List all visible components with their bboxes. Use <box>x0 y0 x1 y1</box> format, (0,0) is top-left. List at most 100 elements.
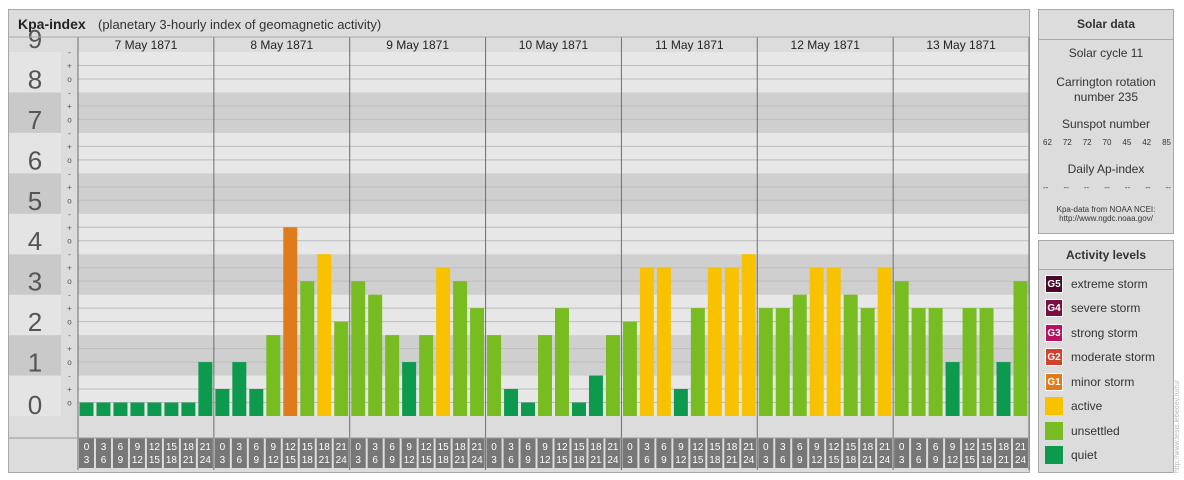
kp-bar <box>741 254 756 416</box>
y-tick-label: 0 <box>28 390 42 420</box>
level-row-g1: G1 minor storm <box>1045 372 1134 392</box>
day-label: 8 May 1871 <box>250 38 313 52</box>
hour-label: 3 <box>780 442 786 453</box>
hour-cell <box>435 438 451 468</box>
y-subtick-label: o <box>67 115 72 124</box>
y-subtick-label: - <box>68 291 71 300</box>
kp-bar <box>317 254 332 416</box>
y-subtick-label: o <box>67 399 72 408</box>
chart-title-bar: Kpa-index (planetary 3-hourly index of g… <box>9 10 1029 38</box>
hour-cell <box>146 438 162 468</box>
kp-bar <box>945 362 960 416</box>
kp-bar <box>351 281 366 416</box>
hour-cell <box>486 438 502 468</box>
hour-label: 3 <box>237 442 243 453</box>
hour-cell <box>945 438 961 468</box>
hour-label: 6 <box>916 455 922 466</box>
hour-cell <box>792 438 808 468</box>
hour-cell <box>741 438 757 468</box>
hour-label: 6 <box>661 442 667 453</box>
hour-label: 0 <box>355 442 361 453</box>
hour-cell <box>571 438 587 468</box>
hour-label: 12 <box>828 442 840 453</box>
hour-label: 12 <box>132 455 144 466</box>
ap-value: -- <box>1083 183 1090 192</box>
hour-cell <box>129 438 145 468</box>
plot-band <box>78 132 1029 174</box>
kp-bar <box>300 281 315 416</box>
kp-bar <box>809 267 824 416</box>
hour-label: 3 <box>372 442 378 453</box>
hour-label: 21 <box>743 442 755 453</box>
hour-label: 15 <box>981 442 993 453</box>
hour-label: 6 <box>508 455 514 466</box>
kp-bar <box>758 308 773 416</box>
plot-band <box>78 52 1029 93</box>
solar-cycle: Solar cycle 11 <box>1068 46 1144 60</box>
hour-label: 18 <box>590 442 602 453</box>
kp-bar <box>911 308 926 416</box>
y-subtick-label: - <box>68 129 71 138</box>
hour-label: 18 <box>981 455 993 466</box>
level-label: extreme storm <box>1071 277 1148 291</box>
hour-label: 18 <box>302 455 314 466</box>
hour-label: 15 <box>964 455 976 466</box>
hour-label: 6 <box>237 455 243 466</box>
level-swatch: G3 <box>1045 324 1063 342</box>
y-subtick-label: + <box>67 223 72 232</box>
day-label: 13 May 1871 <box>926 38 996 52</box>
level-row-g3: G3 strong storm <box>1045 323 1138 343</box>
level-label: strong storm <box>1071 326 1138 340</box>
kp-bar <box>622 321 637 416</box>
level-swatch: G4 <box>1045 299 1063 317</box>
hour-label: 3 <box>899 455 905 466</box>
hour-label: 3 <box>627 455 633 466</box>
hour-cell <box>316 438 332 468</box>
kp-bar <box>571 402 586 416</box>
kp-bar <box>962 308 977 416</box>
ap-value: -- <box>1124 183 1131 192</box>
hour-label: 9 <box>950 442 956 453</box>
hour-label: 9 <box>797 455 803 466</box>
sunspot-values: 62 72 72 70 45 42 85 <box>1043 138 1171 147</box>
hour-label: 15 <box>166 442 178 453</box>
kp-bar <box>521 402 536 416</box>
kp-bar <box>877 267 892 416</box>
hour-label: 18 <box>183 442 195 453</box>
source-line1: Kpa-data from NOAA NCEI: <box>1056 205 1156 214</box>
y-subtick-label: - <box>68 250 71 259</box>
hour-label: 3 <box>491 455 497 466</box>
hour-label: 3 <box>763 455 769 466</box>
hour-label: 9 <box>542 442 548 453</box>
kp-bar <box>690 308 705 416</box>
hour-label: 0 <box>220 442 226 453</box>
ap-value: -- <box>1063 183 1069 192</box>
carrington-line1: Carrington rotation <box>1056 75 1156 89</box>
kp-bar <box>130 402 145 416</box>
kp-bar <box>979 308 994 416</box>
hour-label: 18 <box>455 442 467 453</box>
kp-bar <box>673 389 688 416</box>
source-link[interactable]: http://www.ngdc.noaa.gov/ <box>1059 214 1153 223</box>
hour-label: 6 <box>933 442 939 453</box>
hour-cell <box>299 438 315 468</box>
level-label: quiet <box>1071 448 1098 462</box>
hour-cell <box>979 438 995 468</box>
divider <box>1039 269 1173 270</box>
y-subtick-label: o <box>67 196 72 205</box>
hour-label: 18 <box>166 455 178 466</box>
hour-label: 12 <box>539 455 551 466</box>
y-subtick-label: - <box>68 88 71 97</box>
y-subtick-label: + <box>67 264 72 273</box>
kp-bar <box>181 402 196 416</box>
kp-bar <box>266 335 281 416</box>
hour-label: 12 <box>964 442 976 453</box>
hour-label: 9 <box>118 455 124 466</box>
hour-cell <box>180 438 196 468</box>
level-label: active <box>1071 399 1103 413</box>
kp-bar <box>487 335 502 416</box>
hour-cell <box>469 438 485 468</box>
hour-label: 9 <box>271 442 277 453</box>
y-subtick-label: + <box>67 102 72 111</box>
hour-label: 24 <box>336 455 348 466</box>
